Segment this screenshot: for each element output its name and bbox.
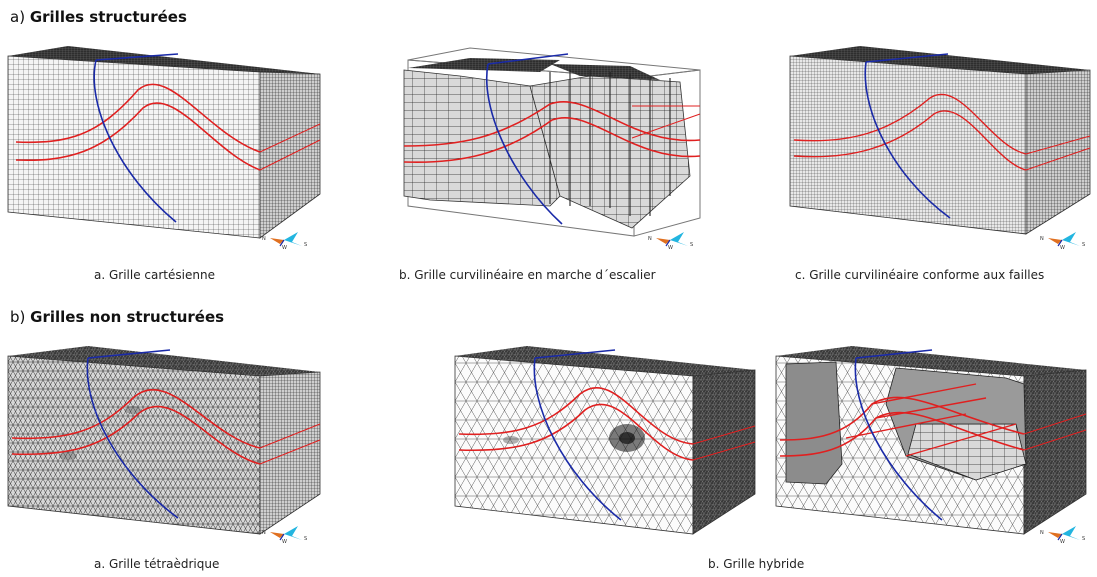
stair-step-grid-illustration: [403, 47, 701, 237]
compass-w: W: [1060, 245, 1065, 251]
section-heading: Grilles structurées: [29, 8, 187, 26]
fault-conforming-grid-illustration: [789, 46, 1091, 235]
tetrahedral-grid-illustration: [7, 346, 321, 535]
compass-s: S: [1082, 536, 1085, 542]
caption-hybrid: b. Grille hybride: [708, 557, 805, 571]
compass-s: S: [304, 536, 307, 542]
compass-s: S: [690, 242, 693, 248]
compass-n: N: [648, 236, 652, 242]
section-prefix: b): [10, 308, 26, 326]
section-prefix: a): [10, 8, 26, 26]
compass-icon: N W S: [1040, 232, 1085, 251]
compass-w: W: [282, 539, 287, 545]
compass-s: S: [304, 242, 307, 248]
hybrid-grid-illustration-cutaway: [775, 346, 1087, 535]
compass-icon: N W S: [648, 232, 693, 251]
compass-n: N: [1040, 236, 1044, 242]
cartesian-grid-illustration: [7, 46, 321, 239]
compass-n: N: [1040, 530, 1044, 536]
caption-fault-conforming: c. Grille curvilinéaire conforme aux fai…: [795, 268, 1045, 282]
caption-cartesian: a. Grille cartésienne: [94, 268, 215, 282]
compass-n: N: [262, 530, 266, 536]
compass-icon: N W S: [262, 232, 307, 251]
hybrid-grid-illustration-block: [454, 346, 756, 535]
compass-w: W: [282, 245, 287, 251]
caption-tetrahedral: a. Grille tétraèdrique: [94, 557, 220, 571]
compass-icon: N W S: [1040, 526, 1085, 545]
compass-w: W: [668, 245, 673, 251]
compass-icon: N W S: [262, 526, 307, 545]
section-title-structured: a) Grilles structurées: [10, 8, 187, 26]
caption-stair-step: b. Grille curvilinéaire en marche d´esca…: [399, 268, 656, 282]
compass-w: W: [1060, 539, 1065, 545]
section-heading: Grilles non structurées: [30, 308, 225, 326]
section-title-unstructured: b) Grilles non structurées: [10, 308, 224, 326]
compass-s: S: [1082, 242, 1085, 248]
compass-n: N: [262, 236, 266, 242]
